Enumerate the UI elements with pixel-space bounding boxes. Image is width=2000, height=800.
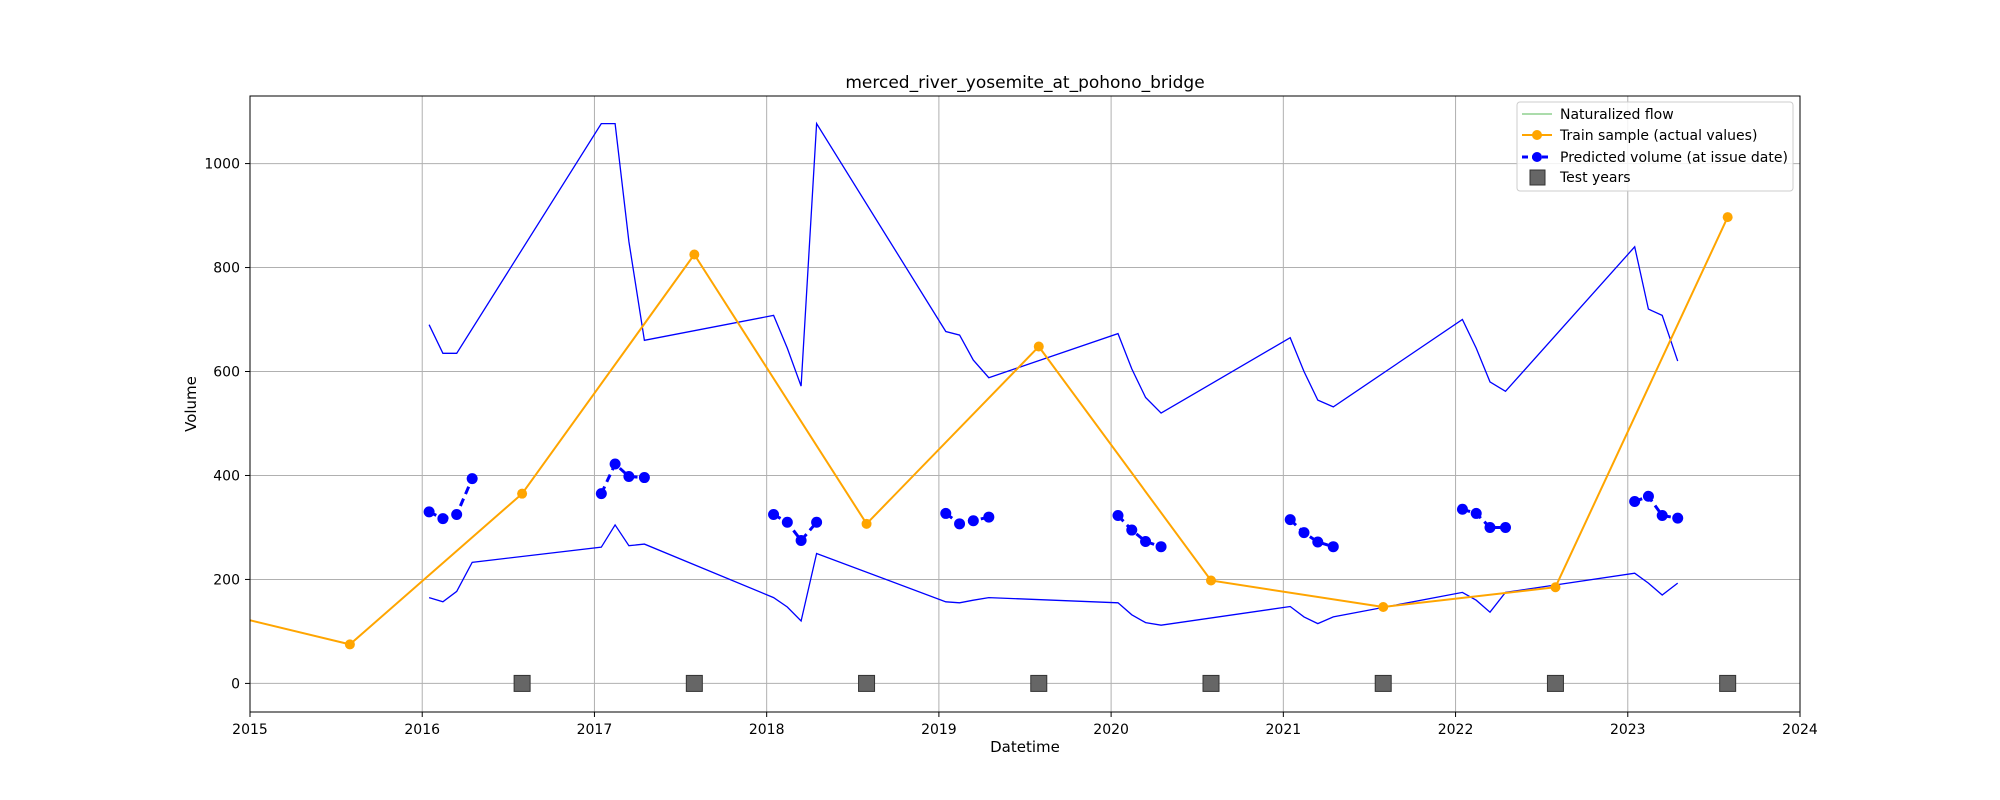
y-tick-label: 600 [213,365,240,381]
x-tick-label: 2018 [749,722,785,738]
plot-frame [249,95,1801,713]
predicted-volume-point [1500,521,1511,533]
y-tick-label: 1000 [204,157,240,173]
predicted-volume-point [1656,510,1668,522]
test-year-marker [1719,674,1737,692]
x-tick-label: 2017 [577,722,613,738]
train-sample-point [689,249,700,260]
train-sample-point [1033,341,1044,352]
lower-bound-line [428,523,1679,626]
y-tick-label: 800 [213,261,240,277]
predicted-volume-point [1327,541,1339,553]
predicted-volume-point [638,472,650,484]
x-tick-label: 2016 [404,722,440,738]
predicted-volume-point [1672,512,1684,524]
predicted-volume-line [1116,514,1162,549]
predicted-volume-point [795,534,807,546]
predicted-volume-point [623,471,635,483]
x-axis-label: Datetime [990,738,1060,756]
predicted-volume-point [967,515,979,527]
test-year-marker [1030,674,1048,692]
predicted-volume-point [437,513,449,525]
legend-marker-train-sample [1532,130,1542,140]
predicted-volume-point [1312,536,1324,548]
predicted-volume-point [466,473,478,485]
predicted-volume-line [428,478,474,521]
test-year-marker [858,674,876,692]
train-sample-point [517,488,528,499]
predicted-volume-point [1456,503,1468,515]
legend-marker-predicted [1532,152,1542,162]
train-sample-point [1378,601,1389,612]
train-sample-point [1722,212,1733,223]
y-tick-label: 200 [213,572,240,588]
predicted-volume-point [1155,541,1167,553]
test-year-marker [1202,674,1220,692]
x-axis: 2015 2016 2017 2018 2019 2020 2021 2022 2023 2024 [232,712,1818,738]
predicted-volume-point [423,506,435,518]
predicted-volume-point [1140,535,1152,547]
predicted-volume-line [1461,507,1506,529]
chart-title: merced_river_yosemite_at_pohono_bridge [845,73,1204,93]
legend-label-test-years: Test years [1559,170,1631,186]
train-sample-point [1550,582,1561,593]
test-year-marker [1374,674,1392,692]
plot-area [250,96,1800,712]
predicted-volume-point [781,516,793,528]
y-tick-label: 0 [231,676,240,692]
x-tick-label: 2024 [1782,722,1818,738]
predicted-volume-point [1298,527,1310,539]
train-sample-point [344,639,355,650]
test-year-marker [513,674,531,692]
test-year-marker [1546,674,1564,692]
x-tick-label: 2020 [1093,722,1129,738]
predicted-volume-line [1289,518,1334,549]
predicted-volume-point [1126,524,1138,536]
x-tick-label: 2015 [232,722,268,738]
x-tick-label: 2019 [921,722,957,738]
y-tick-label: 400 [213,468,240,484]
predicted-volume-line [1634,494,1678,520]
x-tick-label: 2021 [1266,722,1302,738]
predicted-volume-point [1484,521,1496,533]
predicted-volume-line [944,512,990,526]
predicted-volume-point [609,458,621,470]
legend-label-train-sample: Train sample (actual values) [1559,128,1757,144]
x-tick-label: 2022 [1438,722,1474,738]
x-tick-label: 2023 [1610,722,1646,738]
predicted-volume-line [772,513,818,543]
legend-box [1516,101,1794,192]
y-axis-label: Volume [182,376,200,432]
predicted-volume-point [954,518,966,530]
test-year-marker [685,674,703,692]
predicted-volume-point [1470,507,1482,519]
train-sample-point [1206,575,1216,586]
series-layer [250,121,1737,692]
legend-label-naturalized-flow: Naturalized flow [1560,107,1674,123]
predicted-volume-point [940,507,952,519]
upper-bound-line [428,121,1679,414]
predicted-volume-point [1642,490,1654,502]
predicted-volume-point [983,511,995,523]
y-axis: 0 200 400 600 800 1000 [204,157,250,692]
predicted-volume-point [451,508,463,520]
predicted-volume-point [1284,514,1296,526]
predicted-volume-point [768,508,780,520]
predicted-volume-point [811,516,823,528]
predicted-volume-point [1629,495,1641,507]
predicted-volume-point [595,488,607,500]
legend-label-predicted: Predicted volume (at issue date) [1560,150,1788,166]
train-sample-line [250,216,1729,646]
predicted-volume-point [1112,510,1124,522]
train-sample-point [861,518,872,529]
legend-marker-test-years [1529,169,1546,186]
legend: Naturalized flow Train sample (actual va… [1516,101,1794,192]
predicted-volume-line [599,461,645,495]
